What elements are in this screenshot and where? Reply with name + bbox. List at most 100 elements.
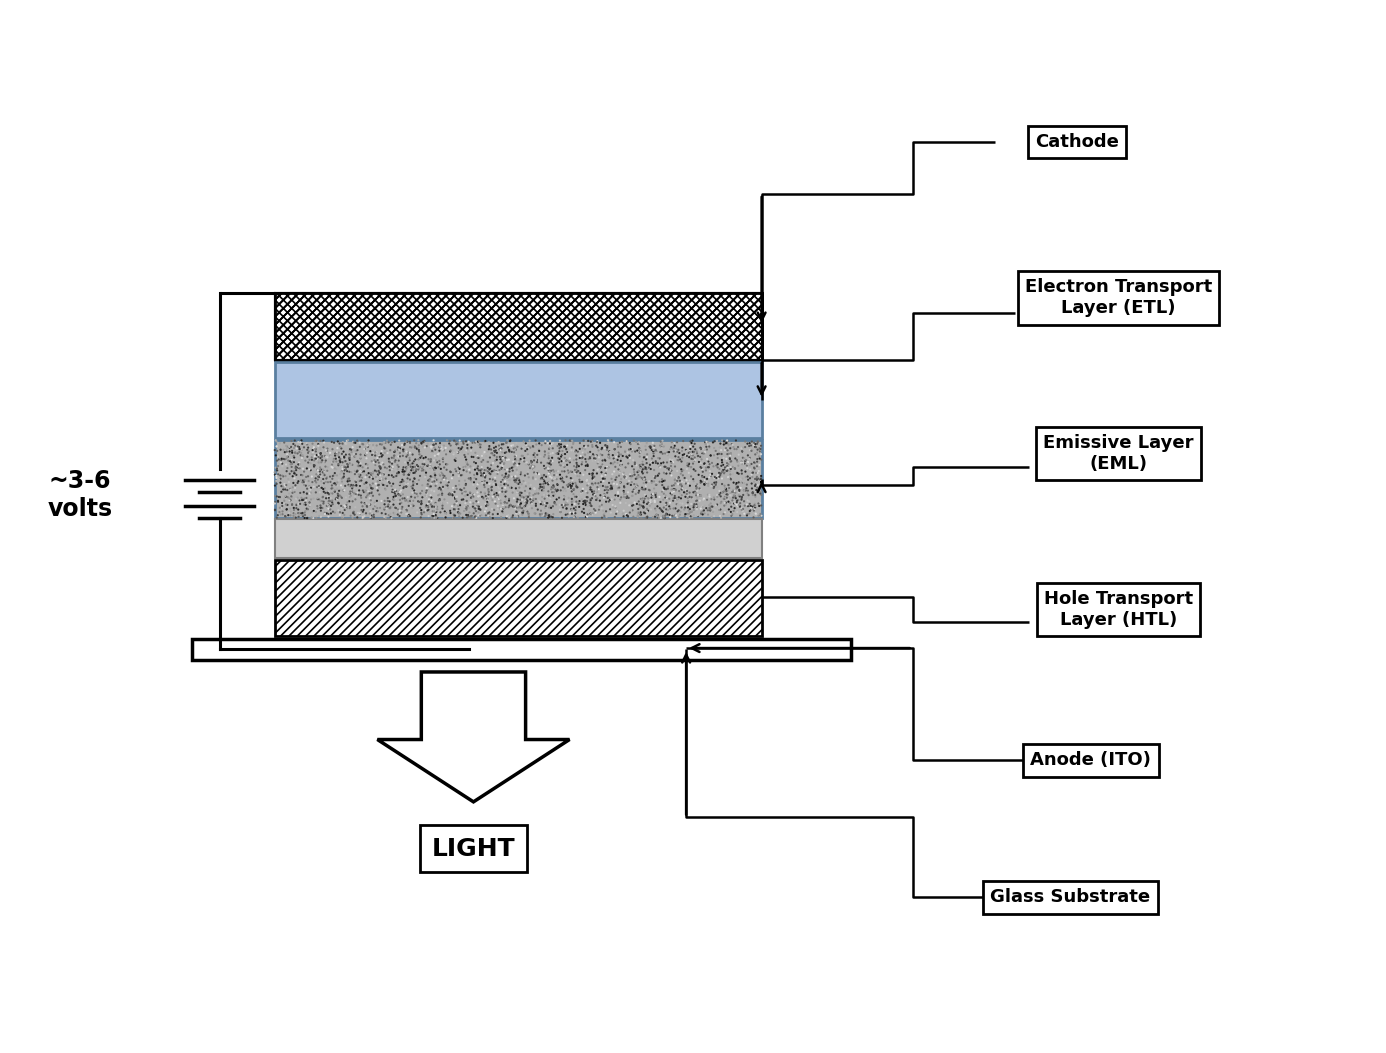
Point [682, 484, 704, 501]
Point [346, 473, 369, 490]
Point [644, 494, 667, 511]
Point [263, 441, 286, 458]
Point [481, 492, 503, 509]
Point [610, 504, 632, 521]
Point [432, 471, 455, 488]
Point [413, 483, 435, 500]
Point [597, 449, 620, 465]
Point [374, 459, 396, 476]
Point [546, 491, 568, 508]
Point [407, 432, 430, 449]
Point [464, 461, 486, 478]
Point [719, 484, 742, 501]
Point [719, 440, 742, 457]
Point [274, 437, 297, 454]
Point [629, 457, 651, 474]
Point [444, 468, 466, 484]
Point [633, 457, 656, 474]
Point [628, 435, 650, 452]
Point [712, 464, 735, 481]
Point [692, 449, 714, 465]
Point [387, 483, 409, 500]
Point [700, 468, 722, 484]
Point [431, 500, 453, 517]
Point [292, 476, 315, 493]
Point [338, 452, 360, 469]
Point [489, 500, 511, 517]
Point [466, 498, 488, 515]
Point [622, 461, 644, 478]
Point [654, 437, 676, 454]
Point [531, 437, 553, 454]
Point [473, 452, 495, 469]
Point [380, 442, 402, 459]
Point [377, 434, 399, 451]
Point [717, 442, 739, 459]
Point [650, 510, 672, 526]
Point [423, 498, 445, 515]
Point [505, 441, 527, 458]
Point [681, 489, 703, 505]
Point [302, 439, 324, 456]
Point [683, 483, 705, 500]
Point [658, 461, 681, 478]
Point [699, 486, 721, 503]
Point [699, 502, 721, 519]
Point [588, 449, 610, 465]
Point [620, 477, 642, 494]
Point [474, 485, 496, 502]
Point [553, 496, 575, 513]
Point [632, 461, 654, 478]
Point [369, 448, 391, 464]
Point [542, 488, 564, 504]
Point [700, 495, 722, 512]
Point [420, 443, 442, 460]
Point [682, 455, 704, 472]
Point [481, 466, 503, 483]
Point [550, 500, 572, 517]
Point [678, 475, 700, 492]
Point [414, 439, 437, 456]
Point [628, 435, 650, 452]
Point [272, 505, 294, 522]
Point [387, 439, 409, 456]
Point [412, 459, 434, 476]
Point [424, 470, 446, 486]
Point [629, 443, 651, 460]
Point [474, 461, 496, 478]
Point [678, 464, 700, 481]
Point [654, 508, 676, 524]
Point [597, 434, 620, 451]
Point [726, 464, 748, 481]
Point [701, 465, 723, 482]
Point [480, 460, 502, 477]
Point [356, 444, 378, 461]
Point [683, 443, 705, 460]
Point [506, 486, 528, 503]
Text: Cathode: Cathode [1035, 133, 1119, 151]
Point [466, 471, 488, 488]
Point [520, 494, 542, 511]
Point [452, 497, 474, 514]
Point [291, 474, 313, 491]
Point [477, 504, 499, 521]
Point [498, 509, 520, 525]
Point [413, 433, 435, 450]
Point [604, 509, 626, 525]
Point [477, 482, 499, 499]
Point [360, 436, 383, 453]
Point [735, 463, 757, 480]
Point [371, 454, 394, 471]
Point [485, 449, 507, 465]
Point [547, 450, 570, 466]
Point [607, 494, 629, 511]
Point [399, 509, 421, 525]
Point [330, 451, 352, 468]
Point [276, 501, 298, 518]
Point [578, 451, 600, 468]
Point [722, 465, 744, 482]
Point [470, 501, 492, 518]
Point [538, 475, 560, 492]
Point [640, 486, 663, 503]
Point [699, 439, 721, 456]
